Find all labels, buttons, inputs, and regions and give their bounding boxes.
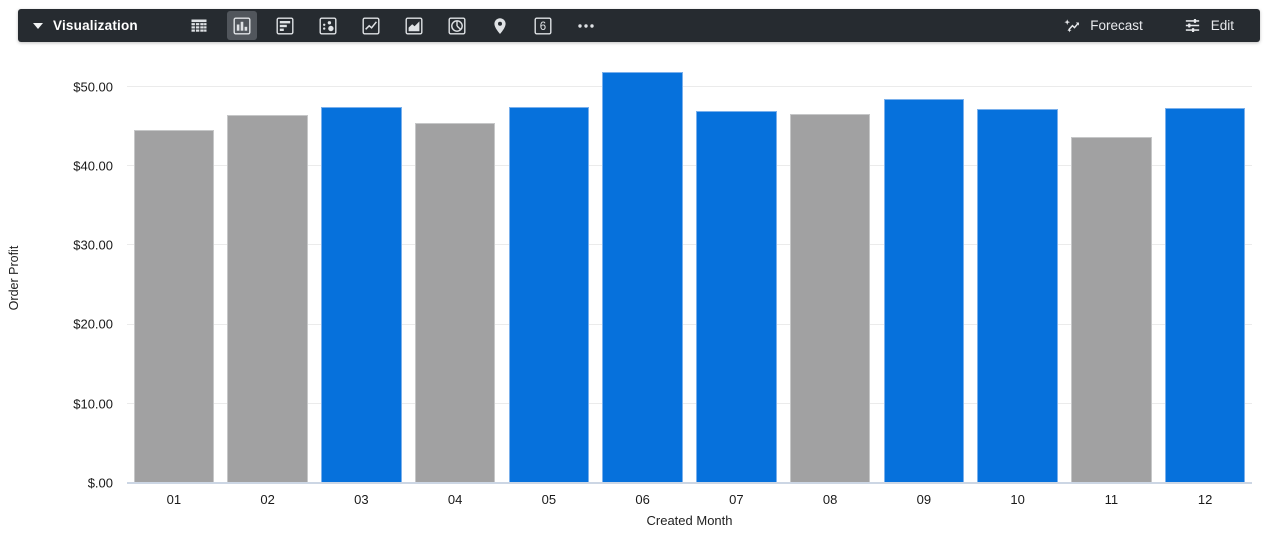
x-tick-label: 07 [729, 492, 744, 507]
pie-chart-icon [448, 17, 466, 35]
gridline [127, 85, 1252, 87]
scatter-chart-button[interactable] [313, 11, 343, 40]
bar-slot [127, 59, 221, 483]
single-value-button[interactable]: 6 [528, 11, 558, 40]
x-tick-label: 08 [822, 492, 838, 507]
y-axis-labels: $.00 $10.00 $20.00 $30.00 $40.00 $50.00 [0, 59, 113, 490]
gridline [127, 165, 1252, 166]
bar-05[interactable] [508, 106, 590, 483]
bar-07[interactable] [696, 110, 777, 483]
column-chart-icon [233, 17, 251, 35]
forecast-label: Forecast [1090, 18, 1143, 33]
line-chart-icon [362, 17, 380, 35]
table-chart-button[interactable] [184, 11, 214, 40]
bar-slot [1158, 59, 1252, 483]
area-chart-button[interactable] [399, 11, 429, 40]
x-tick-label: 03 [354, 492, 369, 507]
more-options-button[interactable] [571, 11, 601, 40]
edit-button[interactable]: Edit [1183, 16, 1234, 35]
bar-slot [877, 59, 971, 483]
x-tick-label: 11 [1104, 492, 1119, 507]
bar-slot [971, 59, 1065, 483]
bar-11[interactable] [1071, 137, 1152, 483]
collapse-caret-icon[interactable] [33, 22, 43, 29]
pie-chart-button[interactable] [442, 11, 472, 40]
toolbar-title: Visualization [53, 18, 138, 33]
edit-label: Edit [1210, 18, 1234, 33]
single-value-glyph: 6 [540, 21, 546, 33]
chart-type-switcher: 6 [184, 11, 601, 40]
bar-chart-icon [276, 17, 294, 35]
area-chart-icon [405, 17, 423, 35]
x-tick-label: 12 [1197, 492, 1213, 507]
more-options-icon [578, 23, 594, 28]
toolbar-left: Visualization [18, 11, 601, 40]
y-tick-label: $.00 [87, 475, 113, 491]
column-chart-button[interactable] [226, 11, 257, 40]
bar-slot [315, 59, 409, 483]
x-tick-label: 01 [166, 492, 182, 507]
x-axis-labels: 01 02 03 04 05 06 07 08 09 10 11 12 [127, 492, 1252, 507]
line-chart-button[interactable] [356, 11, 386, 40]
bars-layer [127, 59, 1252, 483]
bar-08[interactable] [789, 113, 871, 483]
x-tick-label: 04 [447, 492, 463, 507]
visualization-toolbar: Visualization [18, 9, 1260, 42]
table-chart-icon [191, 19, 207, 32]
bar-slot [1065, 59, 1159, 483]
toolbar-right: Forecast Edit [1062, 16, 1260, 35]
forecast-button[interactable]: Forecast [1062, 16, 1143, 35]
bar-01[interactable] [133, 130, 215, 483]
x-tick-label: 02 [260, 492, 275, 507]
bar-12[interactable] [1164, 108, 1246, 483]
bar-04[interactable] [414, 123, 496, 483]
bar-06[interactable] [602, 71, 683, 483]
bar-slot [690, 59, 784, 483]
plot-area [127, 59, 1252, 484]
map-chart-button[interactable] [485, 11, 515, 40]
bar-slot [783, 59, 877, 483]
gridline [127, 402, 1252, 404]
x-tick-label: 05 [541, 492, 557, 507]
y-tick-label: $50.00 [73, 79, 113, 95]
y-tick-label: $20.00 [73, 316, 113, 332]
x-axis-title: Created Month [646, 513, 733, 528]
bar-slot [408, 59, 502, 483]
y-tick-label: $40.00 [73, 158, 113, 174]
bar-slot [502, 59, 596, 483]
bar-02[interactable] [227, 115, 308, 483]
scatter-chart-icon [319, 17, 337, 35]
y-tick-label: $30.00 [73, 237, 113, 253]
forecast-icon [1064, 19, 1080, 33]
bar-10[interactable] [977, 108, 1058, 483]
x-tick-label: 10 [1010, 492, 1025, 507]
bar-09[interactable] [883, 98, 965, 483]
edit-settings-icon [1185, 18, 1199, 33]
bar-slot [596, 59, 690, 483]
bar-slot [221, 59, 315, 483]
gridline [127, 244, 1252, 246]
map-chart-icon [494, 17, 506, 34]
x-tick-label: 09 [916, 492, 932, 507]
y-tick-label: $10.00 [73, 396, 113, 412]
bar-03[interactable] [321, 106, 402, 483]
gridline [127, 323, 1252, 325]
x-axis-line [127, 482, 1252, 484]
bar-chart-button[interactable] [270, 11, 300, 40]
x-tick-label: 06 [635, 492, 650, 507]
single-value-icon: 6 [534, 17, 552, 35]
